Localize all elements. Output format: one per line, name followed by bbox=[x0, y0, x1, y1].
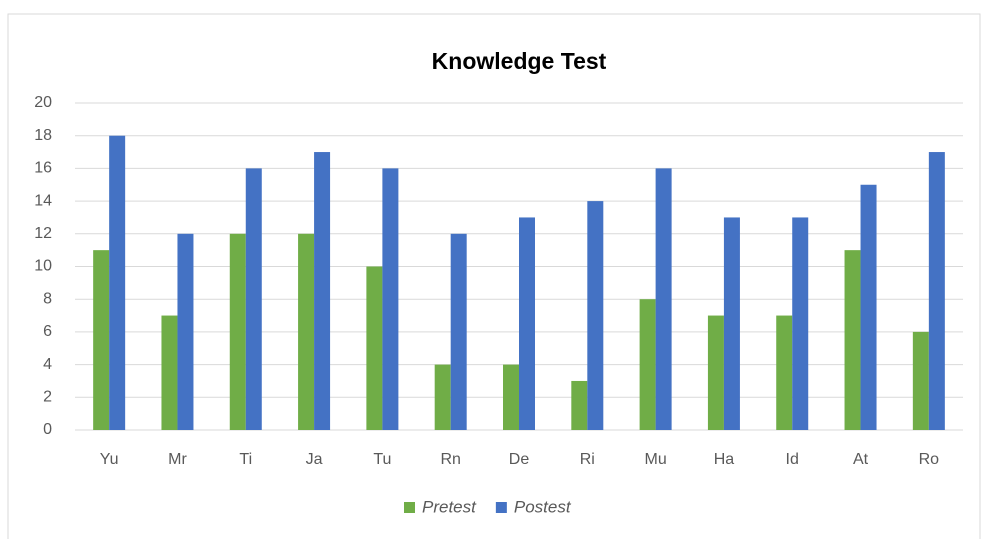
bar bbox=[844, 250, 861, 430]
bar bbox=[587, 201, 604, 430]
bar bbox=[655, 168, 672, 430]
x-tick-label: De bbox=[509, 451, 530, 468]
bar bbox=[382, 168, 399, 430]
y-tick-label: 12 bbox=[34, 225, 52, 242]
x-tick-label: Ro bbox=[919, 451, 940, 468]
bar bbox=[571, 380, 588, 430]
y-tick-label: 2 bbox=[43, 389, 52, 406]
legend-swatch bbox=[495, 502, 507, 513]
bar bbox=[245, 168, 262, 430]
legend-swatch bbox=[404, 502, 415, 513]
x-tick-label: Ti bbox=[239, 451, 252, 468]
bar bbox=[503, 364, 519, 430]
chart-title: Knowledge Test bbox=[432, 48, 607, 74]
bar bbox=[912, 331, 929, 430]
x-tick-label: Mu bbox=[644, 451, 666, 468]
bar bbox=[707, 315, 724, 430]
bar bbox=[314, 152, 331, 431]
bar bbox=[298, 233, 315, 430]
bar bbox=[109, 135, 126, 430]
bar bbox=[161, 315, 178, 430]
x-tick-label: Ja bbox=[306, 451, 323, 468]
legend-label: Postest bbox=[514, 497, 572, 516]
legend-label: Pretest bbox=[422, 497, 477, 516]
bar bbox=[776, 315, 793, 430]
chart-frame bbox=[7, 13, 981, 539]
y-tick-label: 20 bbox=[34, 94, 52, 111]
bar bbox=[860, 184, 877, 430]
y-tick-label: 14 bbox=[34, 192, 52, 209]
y-tick-label: 10 bbox=[34, 258, 52, 275]
y-tick-label: 16 bbox=[34, 160, 52, 177]
y-tick-label: 8 bbox=[43, 290, 52, 307]
bar bbox=[177, 233, 194, 430]
bar bbox=[723, 217, 740, 430]
y-tick-label: 0 bbox=[43, 421, 52, 438]
bar bbox=[928, 152, 945, 431]
x-tick-label: Id bbox=[786, 451, 799, 468]
bar bbox=[450, 233, 467, 430]
bar bbox=[366, 266, 383, 430]
bar bbox=[434, 364, 451, 430]
bar bbox=[639, 299, 656, 430]
bar bbox=[519, 217, 535, 430]
x-tick-label: Ri bbox=[580, 451, 595, 468]
bar bbox=[93, 250, 110, 430]
x-tick-label: Rn bbox=[440, 451, 460, 468]
x-tick-label: Ha bbox=[714, 451, 735, 468]
x-tick-label: Tu bbox=[373, 451, 391, 468]
x-tick-label: Mr bbox=[168, 451, 187, 468]
x-tick-label: Yu bbox=[100, 451, 119, 468]
y-tick-label: 4 bbox=[43, 356, 52, 373]
y-tick-label: 6 bbox=[43, 323, 52, 340]
x-tick-label: At bbox=[853, 451, 869, 468]
y-tick-label: 18 bbox=[34, 127, 52, 144]
bar bbox=[229, 233, 246, 430]
bar bbox=[792, 217, 809, 430]
